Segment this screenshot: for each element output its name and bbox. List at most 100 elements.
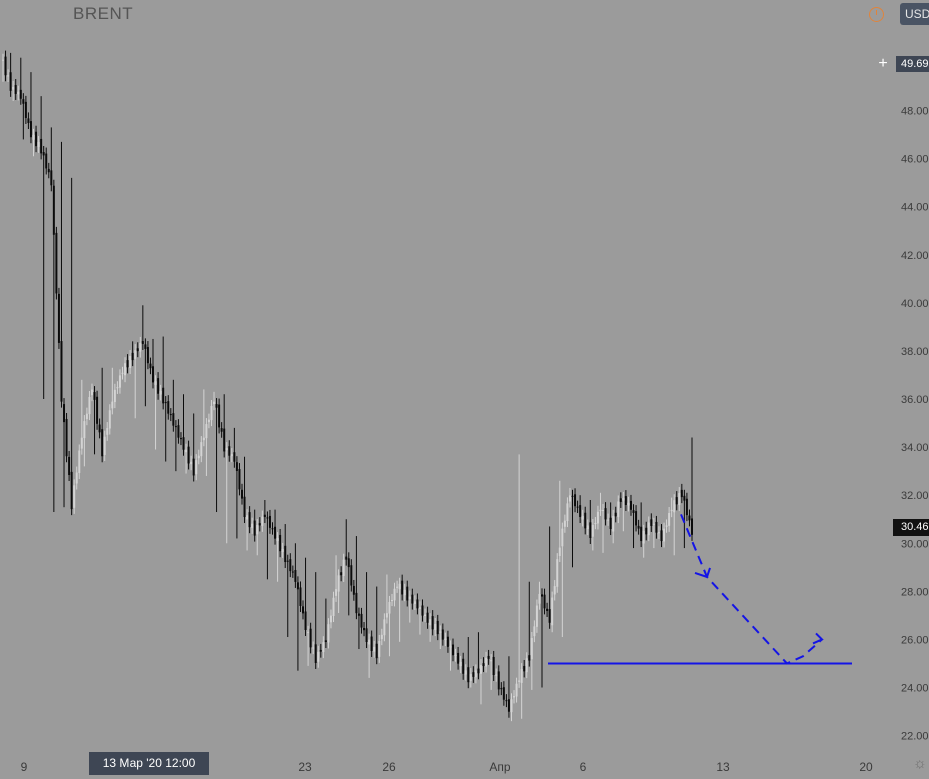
candle bbox=[413, 595, 416, 610]
add-plus-button[interactable]: + bbox=[878, 55, 888, 72]
candle bbox=[45, 147, 48, 175]
candle-body bbox=[411, 594, 414, 604]
candle-body bbox=[177, 425, 180, 438]
candle-body bbox=[614, 512, 617, 517]
candle bbox=[357, 607, 360, 650]
candle bbox=[604, 502, 607, 526]
candle bbox=[139, 336, 142, 358]
candle bbox=[2, 53, 4, 82]
candle-body bbox=[581, 515, 584, 520]
candle-body bbox=[408, 596, 411, 600]
candle-body bbox=[670, 509, 673, 512]
candle-body bbox=[149, 363, 152, 369]
crosshair-time-label: 13 Мар '20 12:00 bbox=[89, 752, 209, 775]
candle bbox=[27, 112, 30, 129]
candle-body bbox=[685, 498, 688, 516]
candle-body bbox=[238, 469, 241, 490]
candle bbox=[304, 557, 307, 637]
candle-body bbox=[515, 683, 518, 697]
candle-body bbox=[520, 669, 523, 683]
candle bbox=[599, 492, 602, 516]
y-tick-label: 36.00 bbox=[901, 394, 929, 406]
candle bbox=[327, 618, 330, 649]
time-axis[interactable]: 9 23 26 Апр 6 13 20 bbox=[21, 760, 873, 774]
candle-body bbox=[103, 436, 106, 455]
candle bbox=[675, 491, 678, 511]
candle bbox=[332, 591, 335, 623]
gear-icon[interactable]: ☼ bbox=[913, 755, 927, 772]
candle-body bbox=[513, 696, 516, 698]
candle-body bbox=[398, 583, 401, 590]
candle-body bbox=[350, 565, 353, 586]
candle-body bbox=[553, 586, 556, 595]
candle bbox=[337, 569, 340, 613]
candle-body bbox=[487, 655, 490, 659]
candle bbox=[350, 559, 353, 592]
price-axis[interactable]: 22.00 24.00 26.00 28.00 30.00 32.00 34.00 36.00… bbox=[901, 58, 929, 743]
candle bbox=[497, 665, 500, 696]
candle-body bbox=[70, 471, 73, 510]
candle-body bbox=[98, 424, 101, 433]
y-tick-label: 26.00 bbox=[901, 634, 929, 646]
candle bbox=[35, 125, 38, 153]
candle-body bbox=[317, 651, 320, 662]
candle-body bbox=[230, 454, 233, 457]
candle-body bbox=[365, 628, 368, 643]
candle bbox=[393, 582, 396, 607]
candle bbox=[157, 372, 160, 400]
candle bbox=[276, 532, 279, 582]
candle bbox=[294, 543, 297, 588]
candle-body bbox=[291, 571, 294, 573]
candle-body bbox=[309, 628, 312, 648]
candle-body bbox=[256, 525, 259, 535]
candle-body bbox=[355, 592, 358, 614]
candle bbox=[680, 483, 683, 504]
candle bbox=[215, 398, 218, 513]
candle-body bbox=[675, 497, 678, 505]
candle bbox=[571, 489, 574, 568]
candle bbox=[258, 517, 261, 532]
candle bbox=[136, 342, 139, 358]
candle-body bbox=[543, 594, 546, 609]
candle-body bbox=[60, 341, 63, 402]
candle-body bbox=[4, 56, 7, 76]
candle bbox=[96, 390, 99, 430]
candle-body bbox=[228, 446, 231, 456]
candle bbox=[24, 95, 27, 124]
candle-body bbox=[116, 387, 119, 389]
candle-body bbox=[388, 601, 391, 614]
candle bbox=[487, 649, 490, 665]
forecast-path bbox=[680, 514, 823, 665]
candle bbox=[131, 341, 134, 367]
candle-body bbox=[22, 99, 25, 104]
candle-body bbox=[446, 636, 449, 647]
x-tick-label: 26 bbox=[382, 760, 396, 774]
candle bbox=[617, 495, 620, 524]
candle-body bbox=[635, 511, 638, 526]
candle bbox=[485, 651, 488, 673]
candlestick-series bbox=[2, 50, 693, 722]
candle bbox=[29, 72, 32, 144]
candle bbox=[429, 613, 432, 642]
candle bbox=[309, 622, 312, 654]
candle-body bbox=[7, 75, 10, 77]
candle bbox=[660, 524, 663, 548]
candle bbox=[55, 226, 58, 300]
currency-badge[interactable]: USD bbox=[900, 3, 929, 25]
candle-body bbox=[45, 153, 48, 169]
candle bbox=[169, 408, 172, 422]
candle bbox=[477, 632, 480, 680]
candle-body bbox=[663, 528, 666, 542]
candle-body bbox=[246, 515, 249, 520]
candle bbox=[347, 552, 350, 616]
candle bbox=[561, 522, 564, 638]
candle-body bbox=[507, 699, 510, 712]
candle bbox=[416, 593, 419, 615]
candle bbox=[174, 420, 177, 472]
candle-body bbox=[27, 118, 30, 123]
candle bbox=[172, 379, 175, 432]
candle bbox=[205, 418, 208, 476]
clock-icon[interactable] bbox=[869, 7, 884, 22]
drawing-layer[interactable] bbox=[548, 514, 852, 665]
